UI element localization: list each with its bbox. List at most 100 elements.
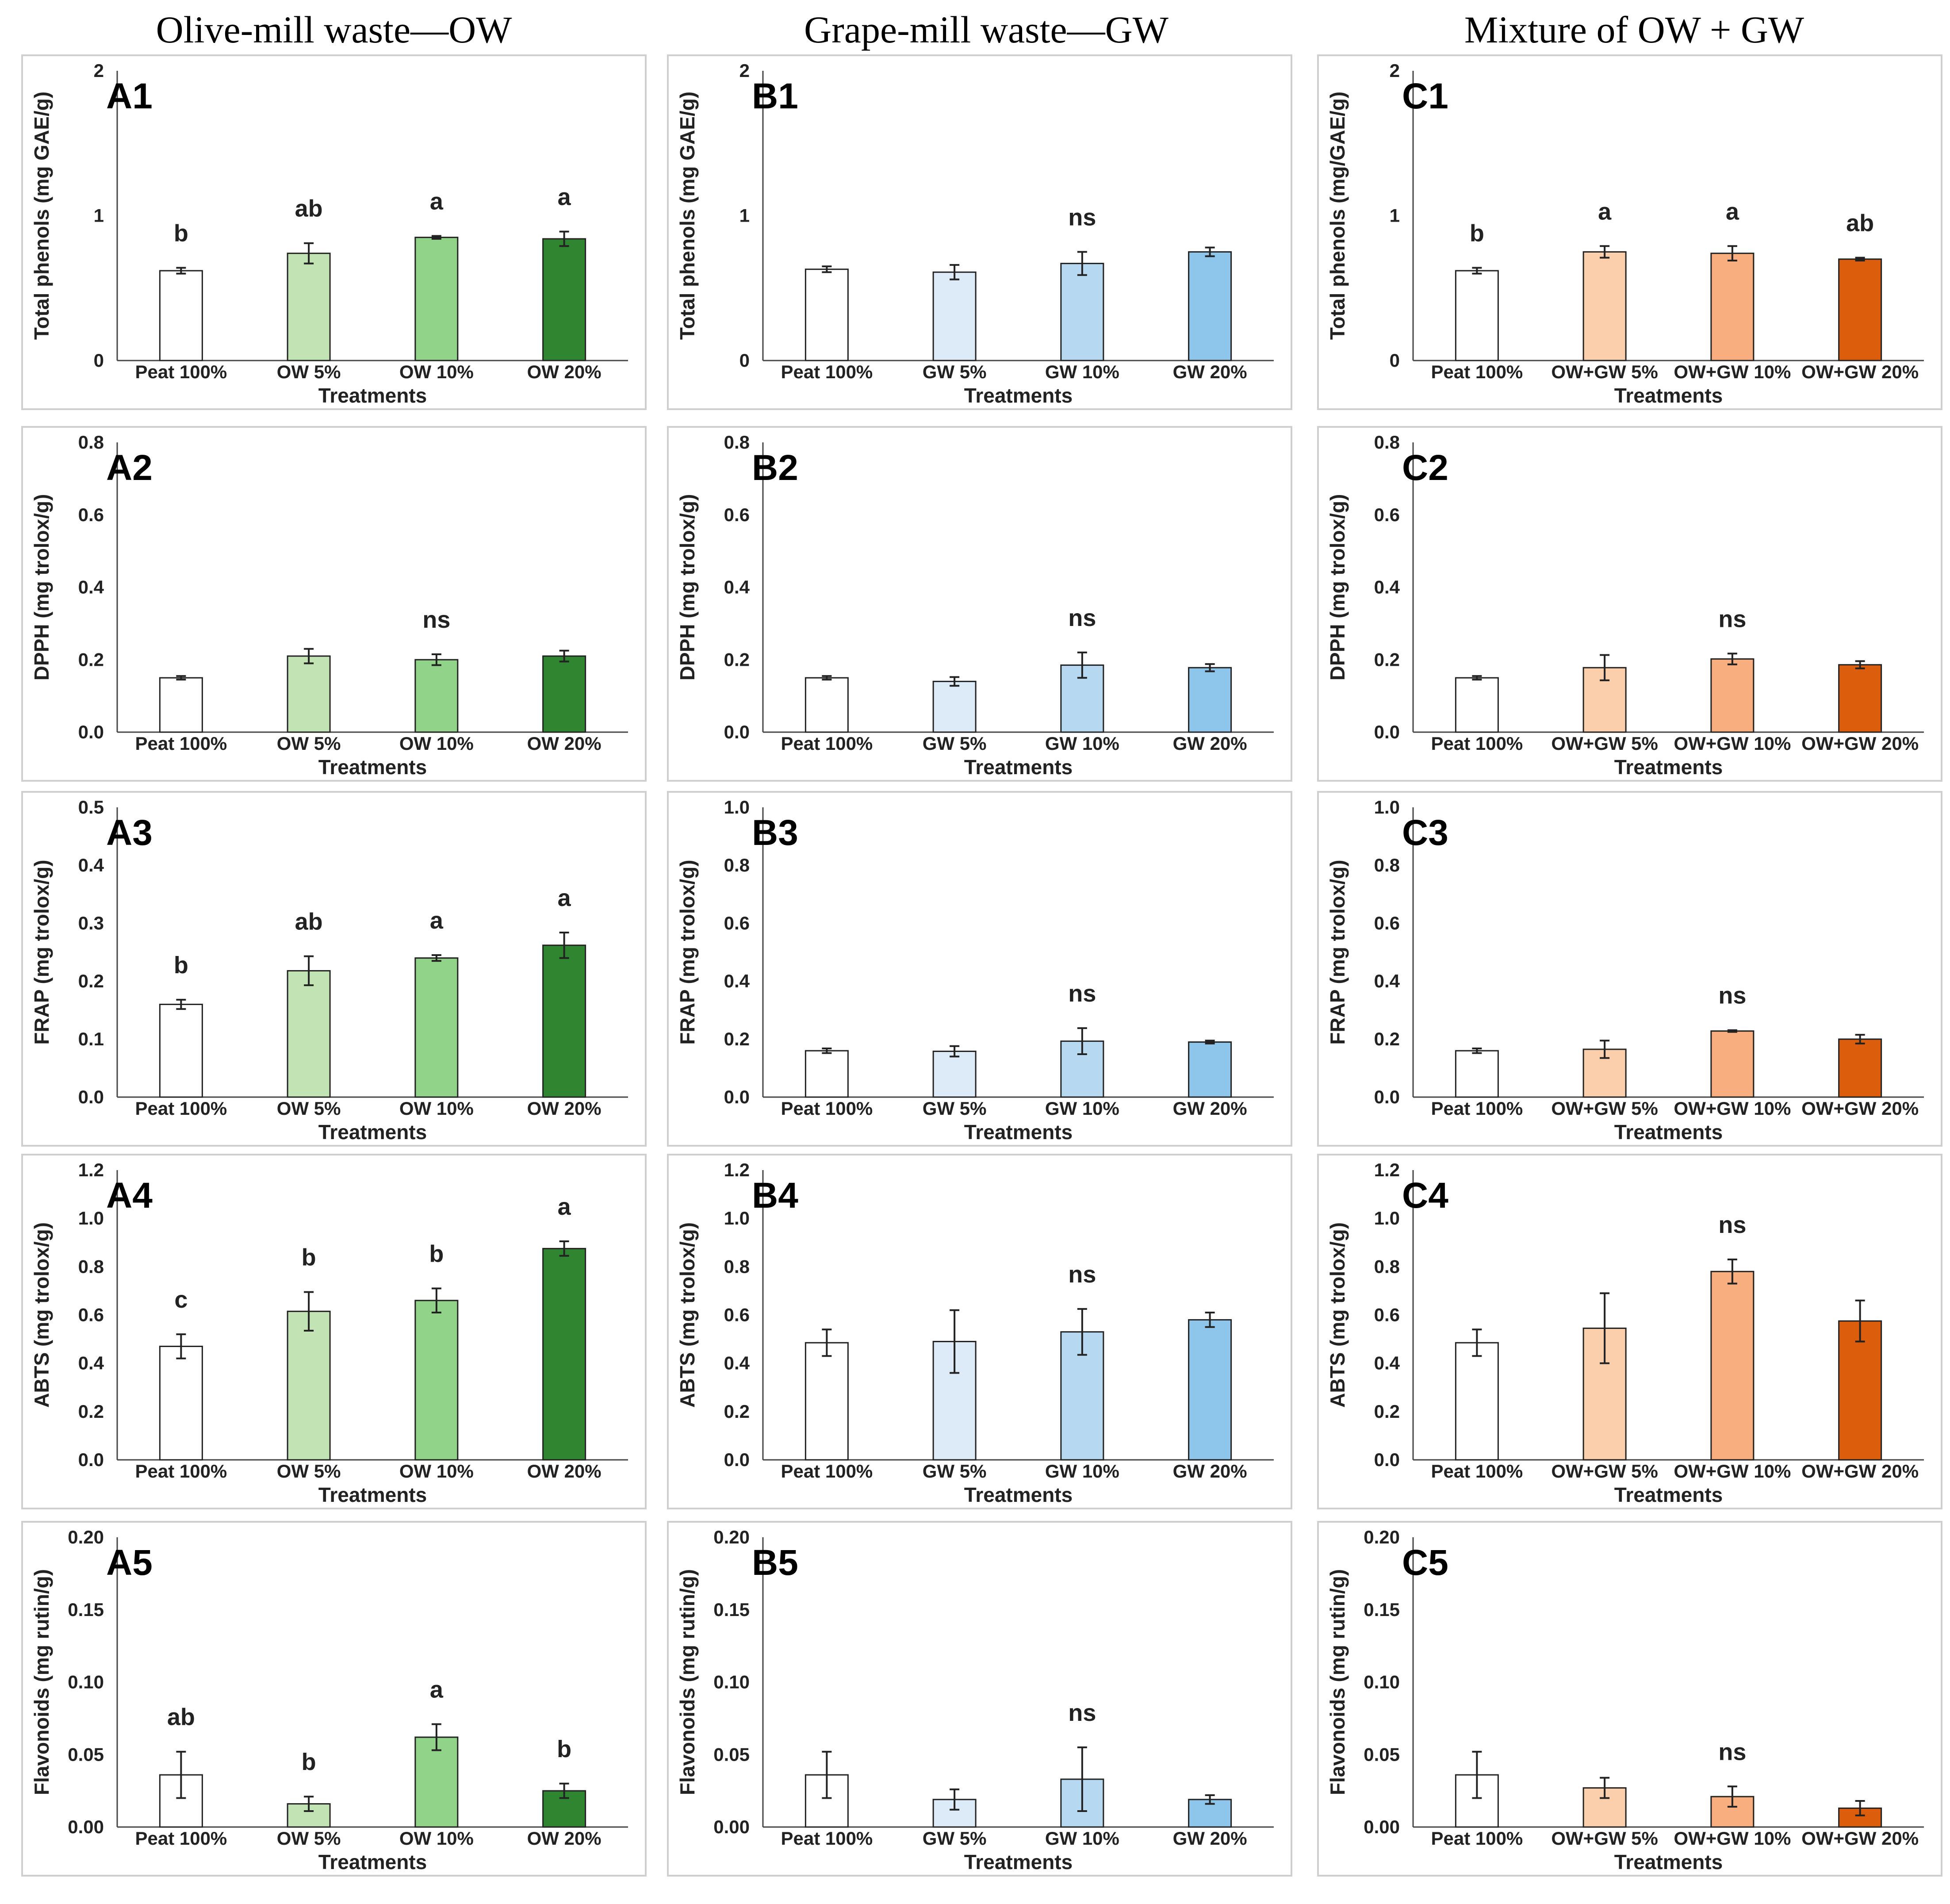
chart-panel-a2: 0.0 0.2 0.4 0.6 0.8A2 DPPH (mg trolox/g) Treat…: [21, 426, 647, 782]
x-axis-title: Treatments: [318, 756, 427, 779]
bar-a3-1: [287, 970, 331, 1098]
panel-label: B5: [752, 1543, 798, 1583]
x-axis-title: Treatments: [964, 1850, 1073, 1873]
category-label: Peat 100%: [781, 361, 873, 382]
y-axis-title: Flavonoids (mg rutin/g): [1326, 1569, 1349, 1795]
significance-label: a: [558, 885, 571, 911]
panel-frame: [667, 1154, 1292, 1509]
category-label: GW 5%: [923, 361, 987, 382]
category-label: OW+GW 20%: [1801, 733, 1919, 754]
significance-label: ns: [1718, 606, 1746, 632]
x-axis-title: Treatments: [964, 1121, 1073, 1144]
category-label: Peat 100%: [135, 1828, 227, 1849]
bar-b1-3: [1188, 251, 1232, 361]
y-tick-label: 0.4: [78, 577, 104, 598]
y-tick-label: 0.10: [713, 1672, 750, 1693]
bar-b3-0: [805, 1050, 849, 1098]
significance-label: b: [302, 1244, 316, 1271]
panel-label: A5: [106, 1543, 153, 1583]
panel-label: B2: [752, 448, 798, 488]
bar-b1-0: [805, 269, 849, 361]
y-tick-label: 1: [739, 205, 750, 226]
y-tick-label: 2: [1390, 60, 1400, 81]
panel-frame: [21, 1521, 647, 1877]
category-label: OW 5%: [277, 1098, 341, 1119]
y-tick-label: 0.6: [78, 1305, 104, 1325]
y-tick-label: 0.4: [78, 1353, 104, 1374]
significance-label: ns: [1068, 980, 1096, 1007]
y-tick-label: 0.0: [78, 722, 104, 742]
category-label: OW 10%: [399, 733, 474, 754]
panel-label: B3: [752, 813, 798, 853]
y-tick-label: 1.2: [78, 1159, 104, 1180]
y-tick-label: 0.6: [1374, 1305, 1400, 1325]
chart-panel-c4: 0.0 0.2 0.4 0.6 0.8 1.0 1.2C4 ABTS (mg trolox/g…: [1317, 1154, 1942, 1509]
y-tick-label: 0.4: [1374, 971, 1400, 991]
panel-frame: [1317, 54, 1942, 410]
category-label: GW 5%: [923, 1098, 987, 1119]
y-tick-label: 0.6: [724, 1305, 750, 1325]
significance-label: c: [174, 1286, 188, 1313]
y-axis-title: DPPH (mg trolox/g): [676, 494, 699, 681]
bar-b3-1: [932, 1051, 977, 1098]
category-label: OW+GW 20%: [1801, 361, 1919, 382]
x-axis-title: Treatments: [318, 1121, 427, 1144]
panel-frame: [667, 54, 1292, 410]
significance-label: ns: [422, 607, 450, 633]
y-axis-title: ABTS (mg trolox/g): [676, 1222, 699, 1408]
y-tick-label: 0.05: [713, 1744, 750, 1765]
panel-label: B1: [752, 76, 798, 116]
category-label: OW+GW 5%: [1551, 1098, 1658, 1119]
category-label: OW+GW 10%: [1674, 1098, 1791, 1119]
x-axis-title: Treatments: [964, 756, 1073, 779]
y-tick-label: 0.20: [68, 1527, 104, 1547]
category-label: Peat 100%: [781, 1098, 873, 1119]
bar-a1-0: [159, 270, 203, 361]
category-label: GW 20%: [1173, 361, 1247, 382]
y-tick-label: 2: [739, 60, 750, 81]
y-tick-label: 0.1: [78, 1029, 104, 1049]
y-tick-label: 0.0: [78, 1086, 104, 1107]
category-label: OW 10%: [399, 1461, 474, 1482]
y-tick-label: 0.8: [724, 432, 750, 453]
category-label: OW 20%: [527, 361, 601, 382]
category-label: GW 20%: [1173, 1098, 1247, 1119]
bar-a4-2: [414, 1300, 459, 1461]
y-tick-label: 0.0: [724, 722, 750, 742]
chart-panel-b4: 0.0 0.2 0.4 0.6 0.8 1.0 1.2B4 ABTS (mg trolox/g…: [667, 1154, 1292, 1509]
significance-label: ns: [1718, 1739, 1746, 1765]
y-tick-label: 0.2: [724, 1029, 750, 1049]
significance-label: a: [1598, 198, 1612, 225]
y-tick-label: 0.0: [724, 1449, 750, 1470]
panel-frame: [21, 54, 647, 410]
y-tick-label: 0.05: [68, 1744, 104, 1765]
bar-a4-3: [542, 1248, 586, 1461]
significance-label: b: [302, 1749, 316, 1775]
bar-b2-3: [1188, 667, 1232, 733]
panel-frame: [1317, 791, 1942, 1147]
chart-panel-b2: 0.0 0.2 0.4 0.6 0.8B2 DPPH (mg trolox/g) Treat…: [667, 426, 1292, 782]
chart-panel-c2: 0.0 0.2 0.4 0.6 0.8C2 DPPH (mg trolox/g) Treat…: [1317, 426, 1942, 782]
category-label: Peat 100%: [781, 1828, 873, 1849]
panel-label: A2: [106, 448, 153, 488]
bar-c3-0: [1455, 1050, 1499, 1098]
category-label: GW 5%: [923, 1828, 987, 1849]
bar-b3-3: [1188, 1041, 1232, 1098]
panel-label: B4: [752, 1175, 798, 1216]
chart-panel-a4: 0.0 0.2 0.4 0.6 0.8 1.0 1.2A4 ABTS (mg trolox/g…: [21, 1154, 647, 1509]
y-axis-title: Flavonoids (mg rutin/g): [30, 1569, 53, 1795]
panel-frame: [667, 791, 1292, 1147]
significance-label: ab: [295, 909, 323, 935]
y-tick-label: 1: [1390, 205, 1400, 226]
category-label: OW+GW 10%: [1674, 1828, 1791, 1849]
y-tick-label: 0.2: [724, 649, 750, 670]
bar-a2-0: [159, 677, 203, 733]
y-tick-label: 1.0: [1374, 1208, 1400, 1228]
significance-label: ns: [1068, 605, 1096, 631]
y-tick-label: 0.8: [78, 1256, 104, 1277]
significance-label: ns: [1068, 204, 1096, 230]
y-axis-title: Flavonoids (mg rutin/g): [676, 1569, 699, 1795]
y-tick-label: 0.2: [1374, 1401, 1400, 1422]
